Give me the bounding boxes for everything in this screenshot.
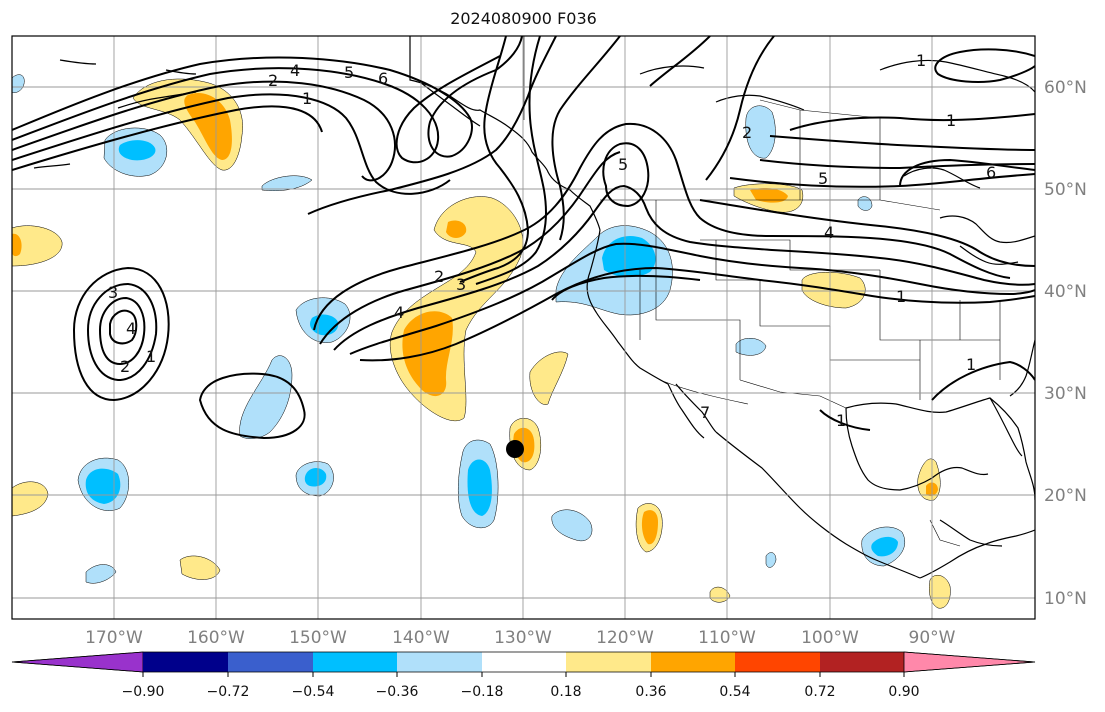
colorbar-segment	[651, 652, 735, 672]
negative-anomaly-region	[551, 509, 593, 542]
lat-label: 20°N	[1044, 486, 1087, 506]
coastlines	[33, 36, 1035, 579]
map-frame	[11, 35, 1036, 620]
contour-label: 2	[120, 357, 130, 376]
contour-label: 5	[344, 63, 354, 82]
positive-anomaly-core	[12, 233, 22, 257]
positive-anomaly-region	[12, 481, 49, 517]
lat-label: 60°N	[1044, 78, 1087, 98]
contour-label: 6	[986, 163, 996, 182]
contour-label: 1	[896, 287, 906, 306]
colorbar-tick-label: 0.36	[635, 684, 666, 700]
map-title: 2024080900 F036	[450, 9, 597, 28]
contour-label: 1	[836, 411, 846, 430]
negative-anomaly-core	[602, 236, 656, 278]
contour-label: 1	[966, 355, 976, 374]
colorbar-tick-label: −0.36	[376, 684, 419, 700]
lon-label: 170°W	[85, 628, 143, 648]
negative-anomaly-region	[239, 355, 293, 439]
contour-label: 6	[378, 69, 388, 88]
negative-anomaly-region	[735, 338, 767, 356]
lat-label: 30°N	[1044, 384, 1087, 404]
storm-position-marker	[506, 440, 524, 458]
positive-anomaly-core	[184, 92, 232, 160]
lon-label: 100°W	[801, 628, 859, 648]
colorbar-tick-label: 0.90	[888, 684, 919, 700]
contour-lines	[12, 36, 1035, 440]
contour-label: 1	[946, 111, 956, 130]
colorbar-tick-label: 0.18	[550, 684, 581, 700]
negative-anomaly-region	[85, 564, 117, 584]
negative-anomaly-region	[261, 175, 313, 191]
contour-label: 2	[434, 267, 444, 286]
contour-label: 4	[290, 61, 300, 80]
lat-label: 10°N	[1044, 589, 1087, 609]
positive-anomaly-region	[929, 574, 951, 609]
colorbar-segment	[820, 652, 904, 672]
colorbar-tick-label: 0.54	[719, 684, 750, 700]
contour-label: 4	[394, 303, 404, 322]
positive-anomaly-region	[179, 555, 221, 580]
lon-label: 90°W	[909, 628, 956, 648]
longitude-labels: 170°W 160°W 150°W 140°W 130°W 120°W 110°…	[85, 628, 956, 648]
lon-label: 110°W	[698, 628, 756, 648]
lon-label: 150°W	[289, 628, 347, 648]
colorbar-segment	[566, 652, 651, 672]
colorbar-segment	[313, 652, 397, 672]
contour-label: 1	[146, 347, 156, 366]
positive-anomaly-core	[750, 188, 788, 203]
colorbar-segment	[228, 652, 313, 672]
lat-label: 40°N	[1044, 282, 1087, 302]
contour-label: 2	[268, 71, 278, 90]
contour-label: 7	[700, 403, 710, 422]
positive-anomaly-region	[12, 225, 63, 267]
lat-label: 50°N	[1044, 180, 1087, 200]
map-panel: 4 2 5 6 1 2 3 4 3 4 2 1 5 2 5 4 1 6 1 1 …	[12, 36, 1035, 619]
colorbar-segment	[903, 651, 1036, 673]
contour-label: 4	[126, 319, 136, 338]
negative-anomaly-region	[765, 552, 777, 568]
negative-anomaly-region	[12, 74, 25, 93]
colorbar-tick-label: −0.72	[207, 684, 250, 700]
colorbar-tick-label: −0.18	[461, 684, 504, 700]
contour-label: 1	[302, 89, 312, 108]
colorbar-segment	[397, 652, 482, 672]
contour-labels: 4 2 5 6 1 2 3 4 3 4 2 1 5 2 5 4 1 6 1 1 …	[108, 51, 996, 430]
contour-label: 5	[618, 155, 628, 174]
colorbar-segment	[143, 652, 228, 672]
graticule	[12, 36, 1035, 619]
positive-anomaly-core	[641, 510, 658, 545]
negative-anomaly-core	[871, 536, 898, 557]
lon-label: 120°W	[596, 628, 654, 648]
colorbar-tick-label: −0.90	[122, 684, 165, 700]
contour-label: 3	[108, 283, 118, 302]
negative-anomaly-core	[118, 140, 156, 161]
colorbar-tick-label: −0.54	[292, 684, 335, 700]
latitude-labels: 60°N 50°N 40°N 30°N 20°N 10°N	[1044, 78, 1087, 609]
negative-anomaly-core	[467, 459, 492, 516]
contour-label: 3	[456, 275, 466, 294]
lon-label: 130°W	[494, 628, 552, 648]
contour-label: 1	[916, 51, 926, 70]
positive-anomaly-core	[446, 220, 467, 238]
contour-label: 2	[742, 123, 752, 142]
colorbar-tick-label: 0.72	[804, 684, 835, 700]
negative-anomaly-core	[304, 468, 327, 487]
political-borders	[523, 36, 1001, 547]
colorbar-segment	[735, 652, 820, 672]
contour-label: 4	[824, 223, 834, 242]
colorbar-segment	[482, 652, 566, 672]
colorbar: −0.90 −0.72 −0.54 −0.36 −0.18 0.18 0.36 …	[11, 651, 1036, 700]
negative-anomaly-region	[745, 105, 776, 159]
colorbar-segment	[11, 651, 144, 673]
contour-label: 5	[818, 169, 828, 188]
lon-label: 140°W	[392, 628, 450, 648]
positive-anomaly-region	[709, 586, 731, 603]
lon-label: 160°W	[187, 628, 245, 648]
positive-anomaly-region	[529, 351, 569, 405]
shaded-anomalies	[12, 74, 951, 609]
